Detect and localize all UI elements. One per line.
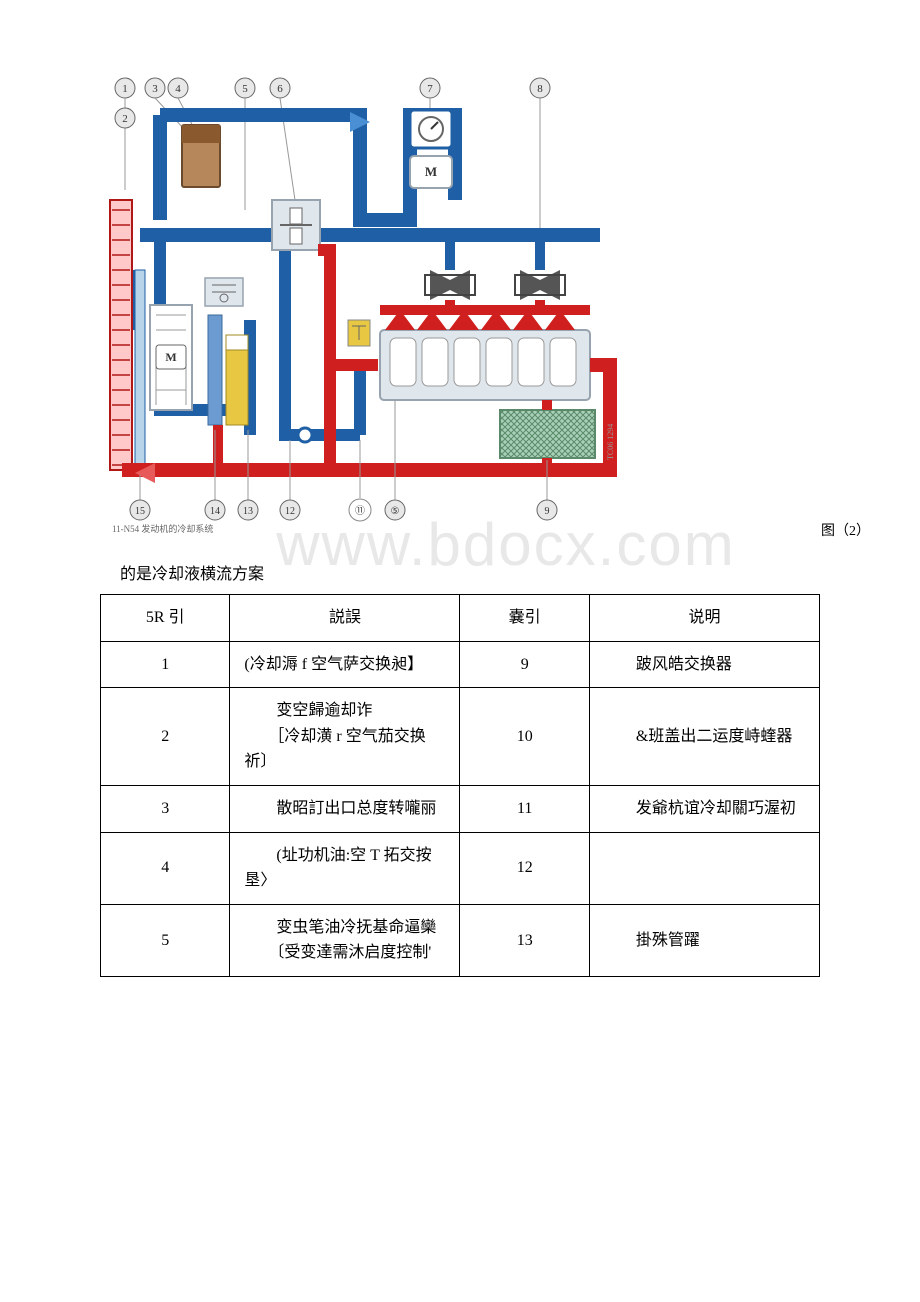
subtitle-text: 的是冷却液横流方案 xyxy=(120,560,860,584)
oil-cooler-1 xyxy=(208,315,222,425)
cooling-system-diagram: 1 3 4 5 6 7 8 xyxy=(100,70,620,540)
svg-text:4: 4 xyxy=(175,83,181,95)
diagram-bottom-label: 11-N54 发动机的冷却系统 xyxy=(112,523,213,534)
svg-text:15: 15 xyxy=(135,506,145,517)
thermostat-2 xyxy=(205,278,243,306)
table-header-row: 5R 引 説誤 嚢引 说明 xyxy=(101,595,820,642)
table-row: 1 (冷却溽 f 空气萨交换昶】 9 跛风皓交换器 xyxy=(101,641,820,688)
turbo-1 xyxy=(425,270,475,300)
table-cell xyxy=(589,832,819,904)
svg-text:M: M xyxy=(165,350,176,364)
radiator xyxy=(110,200,132,470)
header-cell: 説誤 xyxy=(230,595,460,642)
temp-sensor xyxy=(348,320,370,346)
turbo-2 xyxy=(515,270,565,300)
table-cell: 2 xyxy=(101,688,230,786)
table-cell: 跛风皓交换器 xyxy=(589,641,819,688)
svg-text:M: M xyxy=(425,164,437,179)
table-cell: 4 xyxy=(101,832,230,904)
header-cell: 嚢引 xyxy=(460,595,589,642)
table-row: 3 散昭訂出口总度转嚨丽 11 发爺杭谊冷却關巧渥初 xyxy=(101,785,820,832)
table-cell: 9 xyxy=(460,641,589,688)
heater-gauge: M xyxy=(410,110,452,188)
table-cell: &班盖出二运度峙蝰器 xyxy=(589,688,819,786)
svg-text:1: 1 xyxy=(122,83,128,95)
table-row: 5 变虫笔油冷抚基命逼欒 〔受变達需沐启度控制' 13 掛殊管躍 xyxy=(101,904,820,976)
svg-text:13: 13 xyxy=(243,506,253,517)
svg-text:7: 7 xyxy=(427,83,433,95)
svg-text:14: 14 xyxy=(210,506,220,517)
table-cell: (址功机油:空 T 拓交按垦〉 xyxy=(230,832,460,904)
svg-text:5: 5 xyxy=(242,83,248,95)
table-cell: 1 xyxy=(101,641,230,688)
table-cell: (冷却溽 f 空气萨交换昶】 xyxy=(230,641,460,688)
table-cell: 12 xyxy=(460,832,589,904)
diagram-caption: 图（2） xyxy=(821,520,870,540)
thermostat-block xyxy=(272,200,320,250)
table-row: 2 变空歸逾却诈 ［冷却潢 r 空气茄交换祈〕 10 &班盖出二运度峙蝰器 xyxy=(101,688,820,786)
table-cell: 掛殊管躍 xyxy=(589,904,819,976)
table-cell: 发爺杭谊冷却關巧渥初 xyxy=(589,785,819,832)
table-row: 4 (址功机油:空 T 拓交按垦〉 12 xyxy=(101,832,820,904)
table-cell: 5 xyxy=(101,904,230,976)
table-cell: 变虫笔油冷抚基命逼欒 〔受变達需沐启度控制' xyxy=(230,904,460,976)
table-cell: 散昭訂出口总度转嚨丽 xyxy=(230,785,460,832)
engine-block xyxy=(380,330,590,400)
cooling-diagram-container: 1 3 4 5 6 7 8 xyxy=(100,70,860,545)
svg-text:8: 8 xyxy=(537,83,543,95)
parts-table: 5R 引 説誤 嚢引 说明 1 (冷却溽 f 空气萨交换昶】 9 跛风皓交换器 … xyxy=(100,594,820,977)
header-cell: 说明 xyxy=(589,595,819,642)
header-cell: 5R 引 xyxy=(101,595,230,642)
table-cell: 13 xyxy=(460,904,589,976)
secondary-cooler xyxy=(135,270,145,470)
svg-text:2: 2 xyxy=(122,113,128,125)
table-cell: 10 xyxy=(460,688,589,786)
fan-assembly: M xyxy=(150,305,192,410)
callout-2: 2 xyxy=(115,108,135,128)
diagram-side-label: TC06 1294 xyxy=(606,424,615,460)
table-cell: 3 xyxy=(101,785,230,832)
heat-exchanger xyxy=(500,410,595,458)
svg-text:6: 6 xyxy=(277,83,283,95)
svg-text:3: 3 xyxy=(152,83,158,95)
table-cell: 11 xyxy=(460,785,589,832)
table-cell: 变空歸逾却诈 ［冷却潢 r 空气茄交换祈〕 xyxy=(230,688,460,786)
